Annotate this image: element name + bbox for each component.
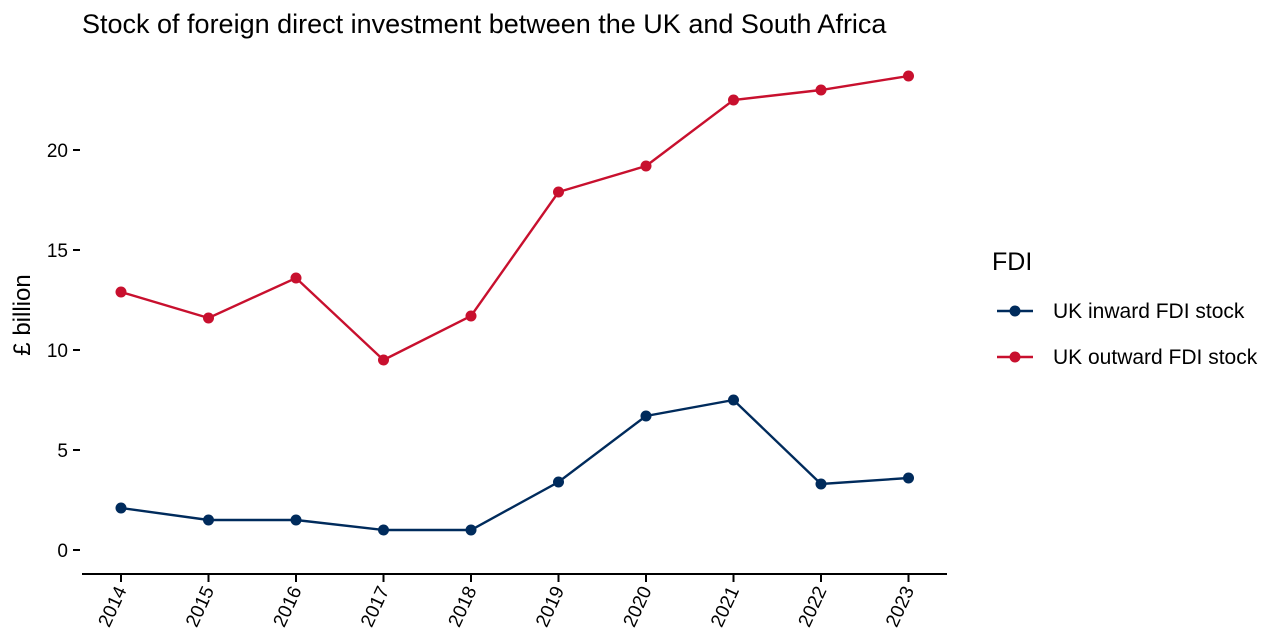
data-point [465, 310, 477, 322]
legend-key-point [1009, 305, 1021, 317]
series-line [120, 398, 909, 532]
chart-title: Stock of foreign direct investment betwe… [82, 9, 887, 39]
data-point [115, 502, 127, 514]
legend: FDI UK inward FDI stock UK outward FDI st… [992, 248, 1258, 369]
series-line [120, 74, 909, 362]
data-point [728, 94, 739, 106]
y-axis: 0 5 10 15 20 [47, 141, 80, 562]
x-tick-label: 2022 [795, 583, 832, 630]
x-tick-label: 2016 [270, 583, 307, 630]
data-point [815, 84, 827, 96]
data-point [115, 286, 127, 298]
data-point [290, 272, 302, 284]
legend-label: UK outward FDI stock [1053, 346, 1258, 369]
x-axis: 2014 2015 2016 2017 2018 2019 2020 2021 2022 2023 [82, 573, 947, 631]
x-tick-label: 2018 [445, 583, 482, 630]
y-tick-label: 0 [57, 541, 68, 562]
x-tick-label: 2015 [182, 583, 219, 630]
x-tick-label: 2023 [882, 583, 919, 630]
data-point [903, 70, 914, 82]
data-point [378, 524, 389, 536]
y-tick-label: 20 [47, 141, 68, 162]
data-point [553, 186, 564, 198]
series-layer [115, 70, 914, 536]
x-tick-label: 2021 [707, 583, 744, 630]
x-tick-label: 2017 [357, 583, 394, 630]
x-tick-label: 2019 [532, 583, 569, 630]
data-point [815, 478, 827, 490]
x-tick-label: 2014 [95, 583, 132, 631]
legend-title: FDI [992, 248, 1032, 276]
data-point [378, 354, 389, 366]
x-tick-label: 2020 [620, 583, 657, 630]
data-point [290, 514, 302, 526]
legend-key-point [1009, 351, 1021, 363]
series-inward [115, 394, 914, 536]
data-point [553, 476, 564, 488]
data-point [203, 514, 214, 526]
y-tick-label: 5 [57, 441, 68, 462]
data-point [728, 394, 739, 406]
data-point [203, 312, 214, 324]
y-tick-label: 10 [47, 341, 68, 362]
legend-label: UK inward FDI stock [1053, 300, 1245, 323]
data-point [465, 524, 477, 536]
data-point [640, 160, 652, 172]
y-tick-label: 15 [47, 241, 68, 262]
y-axis-title: £ billion [9, 274, 36, 355]
data-point [903, 472, 914, 484]
series-outward [115, 70, 914, 366]
data-point [640, 410, 652, 422]
